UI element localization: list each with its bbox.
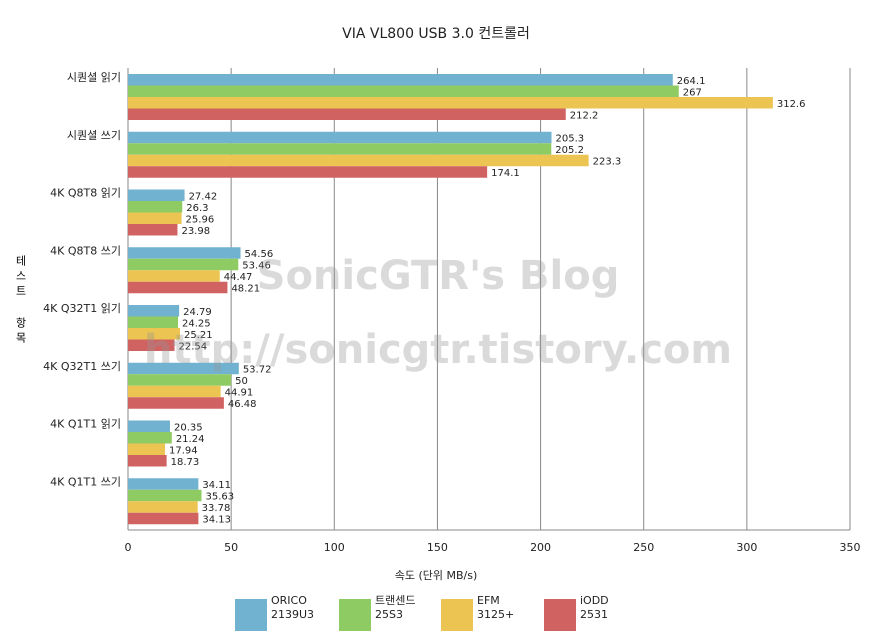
value-label: 53.72 [243, 365, 272, 376]
bar [128, 489, 202, 502]
bar [128, 362, 239, 375]
value-label: 223.3 [593, 157, 622, 168]
legend-label: EFM 3125+ [477, 594, 515, 621]
x-tick-label: 300 [736, 541, 757, 554]
bar [128, 328, 181, 340]
bar [128, 189, 185, 201]
bar [128, 385, 221, 398]
y-axis-title: 테스트 항목 [14, 255, 27, 347]
legend-swatch [441, 599, 473, 631]
bar [128, 212, 182, 224]
x-tick-label: 200 [530, 541, 551, 554]
value-label: 44.91 [225, 388, 254, 399]
value-label: 212.2 [570, 110, 599, 121]
y-tick-label: 시퀀셜 쓰기 [67, 129, 121, 142]
bar [128, 339, 175, 351]
bar [128, 455, 167, 467]
value-label: 34.11 [202, 480, 231, 491]
legend-label: iODD 2531 [580, 594, 609, 621]
value-label: 53.46 [242, 261, 271, 272]
bar [128, 397, 224, 409]
bar [128, 258, 239, 271]
value-label: 267 [683, 87, 702, 98]
value-label: 264.1 [677, 76, 706, 87]
value-label: 46.48 [228, 399, 257, 410]
legend-swatch [544, 599, 576, 631]
bar [128, 201, 183, 213]
bar [128, 143, 552, 155]
value-label: 26.3 [186, 203, 208, 214]
value-label: 22.54 [178, 341, 207, 352]
value-label: 205.3 [556, 134, 585, 145]
value-label: 34.13 [202, 515, 231, 526]
value-label: 312.6 [777, 99, 806, 110]
value-label: 54.56 [245, 249, 274, 260]
value-label: 23.98 [181, 226, 210, 237]
bar [128, 374, 232, 386]
y-tick-label: 4K Q32T1 쓰기 [43, 360, 121, 373]
bar [128, 305, 180, 317]
value-label: 24.25 [182, 318, 211, 329]
value-label: 50 [235, 376, 248, 387]
value-label: 35.63 [205, 492, 234, 503]
y-tick-label: 4K Q1T1 쓰기 [50, 475, 121, 488]
y-tick-label: 4K Q1T1 읽기 [50, 418, 121, 431]
value-label: 44.47 [224, 272, 253, 283]
x-tick-label: 100 [324, 541, 345, 554]
bar [128, 74, 673, 86]
bar [128, 97, 773, 109]
value-label: 18.73 [171, 457, 200, 468]
bar [128, 443, 166, 455]
legend-label: 트랜센드 25S3 [375, 594, 416, 621]
value-label: 20.35 [174, 422, 203, 433]
y-tick-label: 시퀀셜 읽기 [67, 71, 121, 84]
legend-swatch [339, 599, 371, 631]
bar [128, 166, 488, 178]
x-tick-label: 150 [427, 541, 448, 554]
y-tick-label: 4K Q32T1 읽기 [43, 302, 121, 315]
legend-swatch [235, 599, 267, 631]
bar [128, 247, 241, 259]
bar [128, 270, 220, 282]
value-label: 21.24 [176, 434, 205, 445]
chart-title: VIA VL800 USB 3.0 컨트롤러 [342, 26, 530, 42]
watermark: SonicGTR's Blog [257, 253, 620, 299]
value-label: 174.1 [491, 168, 520, 179]
bar [128, 420, 170, 432]
value-label: 27.42 [189, 191, 218, 202]
bar [128, 108, 566, 120]
x-tick-label: 250 [633, 541, 654, 554]
x-tick-label: 50 [224, 541, 238, 554]
bar [128, 281, 228, 294]
value-label: 48.21 [231, 284, 260, 295]
x-axis-title: 속도 (단위 MB/s) [395, 569, 478, 582]
bar [128, 478, 199, 490]
bar [128, 85, 679, 97]
bar [128, 512, 199, 525]
bar [128, 501, 198, 513]
value-label: 25.21 [184, 330, 213, 341]
y-tick-label: 4K Q8T8 읽기 [50, 187, 121, 200]
bar [128, 224, 178, 236]
value-label: 24.79 [183, 307, 212, 318]
y-tick-label: 4K Q8T8 쓰기 [50, 244, 121, 257]
value-label: 205.2 [555, 145, 584, 156]
bar [128, 316, 179, 328]
x-tick-label: 0 [125, 541, 132, 554]
value-label: 33.78 [202, 503, 231, 514]
bar [128, 432, 172, 444]
watermark: http://sonicgtr.tistory.com [144, 327, 732, 373]
value-label: 17.94 [169, 445, 198, 456]
legend-label: ORICO 2139U3 [271, 594, 315, 621]
value-label: 25.96 [186, 214, 215, 225]
bar [128, 154, 589, 167]
x-tick-label: 350 [840, 541, 861, 554]
bar [128, 131, 552, 144]
